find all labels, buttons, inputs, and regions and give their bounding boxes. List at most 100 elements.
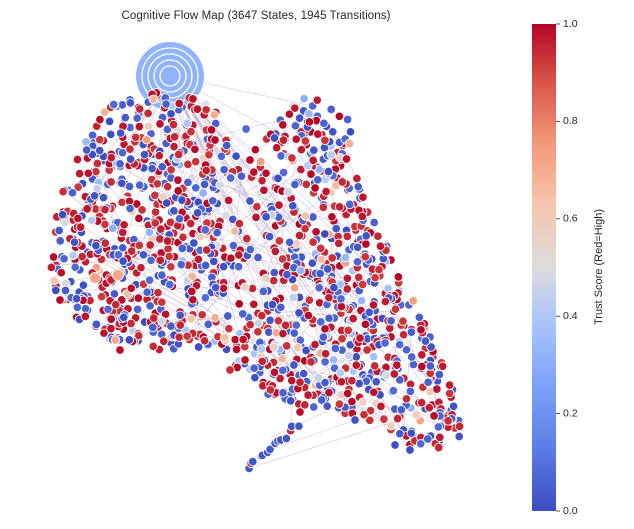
state-node [59, 254, 69, 264]
state-node [234, 299, 244, 309]
transition-edge [249, 417, 406, 469]
state-node [284, 237, 295, 248]
state-node [126, 318, 136, 329]
state-node [342, 114, 353, 125]
state-node [201, 105, 211, 115]
state-node [264, 231, 275, 242]
state-node [248, 456, 258, 467]
state-node [307, 258, 318, 268]
state-node [444, 388, 455, 399]
state-node [220, 332, 230, 343]
state-node [80, 311, 91, 322]
state-node [386, 420, 396, 431]
state-node [257, 175, 267, 186]
state-node [278, 388, 288, 398]
state-node [321, 186, 331, 197]
state-node [156, 224, 166, 234]
state-node [381, 370, 391, 381]
state-node [274, 200, 284, 210]
state-node [164, 251, 174, 262]
state-node [309, 145, 319, 155]
state-node [233, 261, 244, 272]
state-node [334, 202, 345, 212]
state-node [300, 211, 311, 221]
state-node [230, 226, 240, 236]
state-node [401, 345, 412, 355]
state-node [98, 192, 109, 203]
state-node [351, 352, 361, 362]
state-node [256, 344, 267, 354]
state-node [416, 397, 427, 408]
state-node [148, 322, 158, 333]
state-node [136, 262, 146, 273]
state-node [369, 361, 380, 371]
state-node [182, 118, 193, 129]
state-node [148, 341, 158, 352]
state-node [225, 173, 236, 183]
state-node [348, 313, 358, 324]
state-node [106, 323, 116, 334]
state-node [82, 204, 92, 214]
state-node [299, 93, 309, 104]
state-node [329, 282, 339, 293]
state-node [200, 225, 210, 235]
transition-edge [247, 191, 332, 256]
state-node [406, 327, 417, 337]
state-node [290, 179, 300, 190]
state-node [240, 355, 250, 365]
colorbar-tick-label: 0.8 [563, 115, 578, 127]
state-node [360, 252, 371, 262]
state-node [257, 356, 268, 367]
state-node [242, 233, 252, 244]
state-node [270, 246, 281, 257]
state-node [342, 231, 353, 242]
state-node [324, 292, 334, 303]
state-node [83, 168, 94, 179]
state-node [358, 192, 368, 202]
state-node [191, 183, 201, 193]
state-node [51, 285, 61, 296]
state-node [182, 331, 192, 341]
state-node [126, 246, 137, 256]
state-node [429, 411, 439, 421]
state-node [81, 137, 91, 147]
state-node [108, 99, 119, 110]
colorbar-gradient [532, 24, 556, 511]
state-node [70, 262, 80, 272]
state-node [174, 214, 185, 224]
state-node [308, 237, 318, 247]
state-node [258, 286, 269, 297]
state-node [396, 405, 407, 415]
state-node [291, 134, 301, 144]
state-node [193, 254, 204, 265]
state-node [155, 255, 166, 266]
state-node [380, 338, 390, 348]
state-node [241, 124, 251, 134]
state-node [357, 279, 368, 290]
state-node [144, 275, 155, 285]
state-node [343, 350, 354, 361]
state-node [230, 334, 240, 345]
state-node [411, 410, 422, 420]
state-node [268, 275, 279, 286]
state-node [125, 98, 136, 108]
state-node [231, 344, 242, 355]
state-node [57, 209, 68, 220]
state-node [109, 289, 120, 299]
state-node [218, 283, 229, 294]
state-node [417, 361, 427, 372]
state-node [259, 185, 269, 196]
state-node [117, 147, 128, 158]
state-node [352, 257, 363, 267]
state-node [454, 431, 464, 442]
state-node [132, 113, 142, 123]
hub-ring [159, 65, 181, 87]
state-node [320, 135, 330, 146]
state-node [295, 377, 305, 387]
state-node [175, 320, 186, 330]
state-node [277, 354, 288, 364]
state-node [294, 113, 305, 123]
state-node [326, 104, 336, 115]
state-node [94, 145, 105, 156]
state-node [75, 222, 86, 232]
